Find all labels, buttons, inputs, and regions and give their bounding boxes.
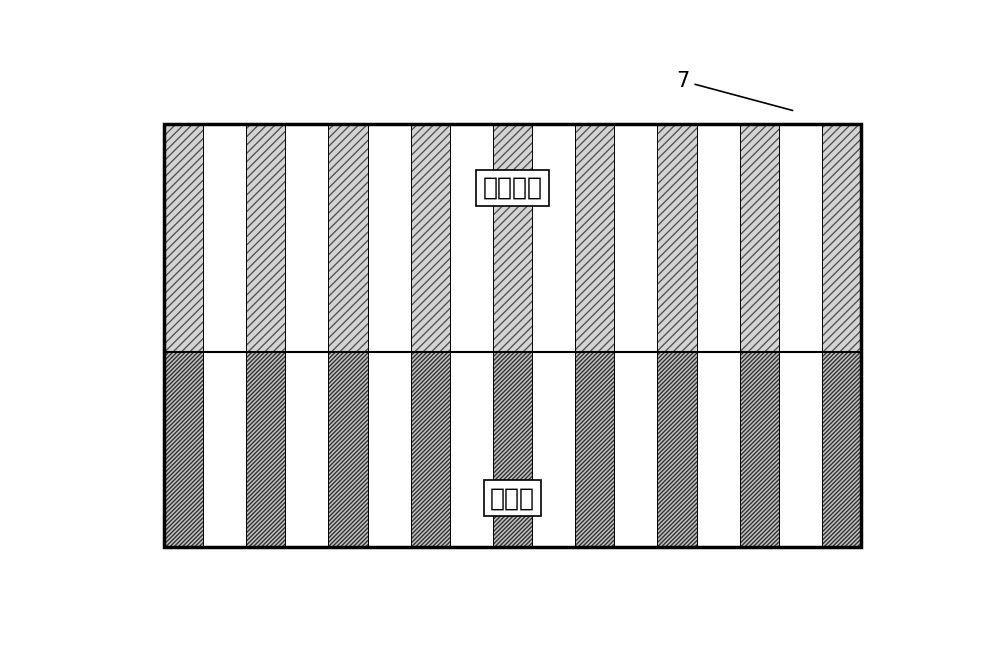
Bar bbox=[614, 124, 657, 547]
Text: 7: 7 bbox=[676, 71, 793, 111]
Bar bbox=[368, 124, 411, 547]
Bar bbox=[697, 124, 740, 547]
Bar bbox=[164, 353, 861, 547]
Text: 玻璃基底: 玻璃基底 bbox=[482, 176, 542, 199]
Bar bbox=[779, 124, 822, 547]
Bar bbox=[164, 124, 861, 547]
Bar bbox=[450, 124, 493, 547]
Bar bbox=[532, 124, 575, 547]
Bar bbox=[164, 353, 861, 547]
Bar bbox=[203, 124, 246, 547]
Bar bbox=[164, 124, 861, 353]
Bar bbox=[285, 124, 328, 547]
Bar bbox=[164, 124, 861, 353]
Text: 硫基底: 硫基底 bbox=[490, 486, 535, 510]
